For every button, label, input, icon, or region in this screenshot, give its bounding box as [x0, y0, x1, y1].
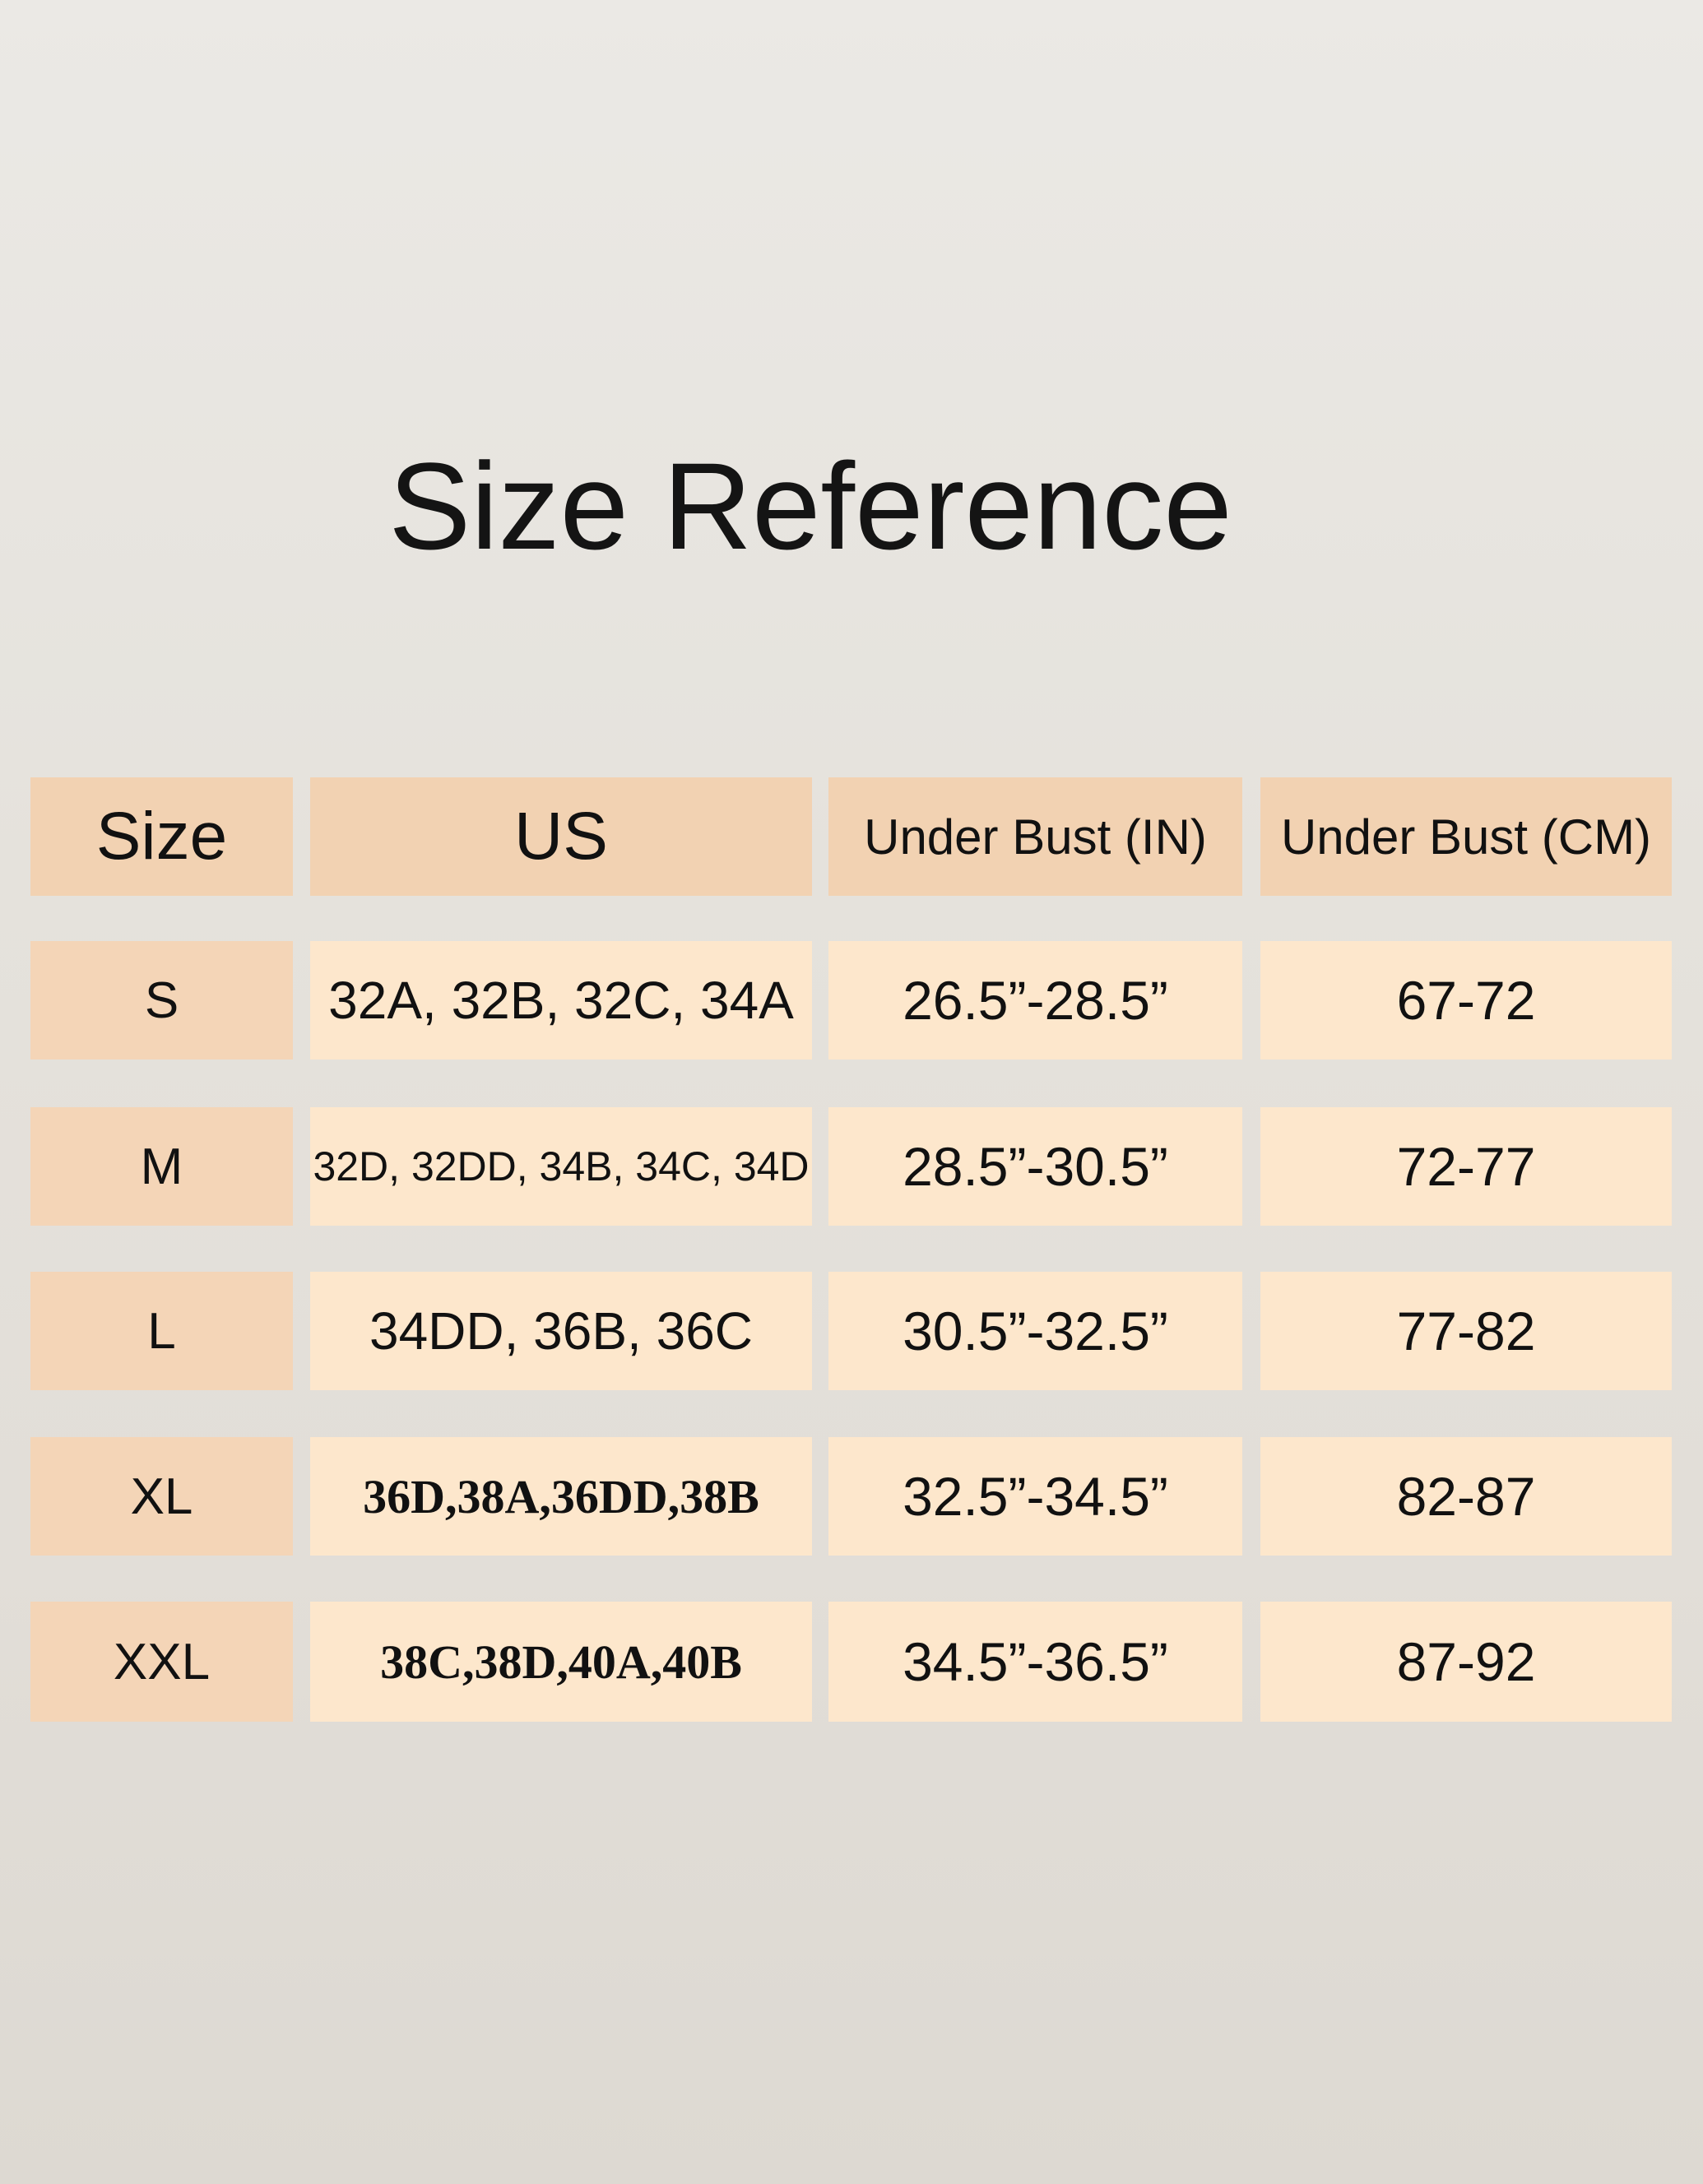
us-cell: 34DD, 36B, 36C — [310, 1272, 812, 1390]
size-cell: XXL — [30, 1602, 293, 1722]
in-cell: 32.5”-34.5” — [828, 1437, 1242, 1556]
cm-cell: 77-82 — [1260, 1272, 1672, 1390]
us-cell: 38C,38D,40A,40B — [310, 1602, 812, 1722]
us-cell: 36D,38A,36DD,38B — [310, 1437, 812, 1556]
cm-cell: 72-77 — [1260, 1107, 1672, 1226]
header-us: US — [310, 777, 812, 896]
size-cell: M — [30, 1107, 293, 1226]
size-cell: L — [30, 1272, 293, 1390]
page-title: Size Reference — [388, 437, 1232, 575]
us-cell: 32A, 32B, 32C, 34A — [310, 941, 812, 1060]
in-cell: 26.5”-28.5” — [828, 941, 1242, 1060]
size-cell: XL — [30, 1437, 293, 1556]
cm-cell: 82-87 — [1260, 1437, 1672, 1556]
size-cell: S — [30, 941, 293, 1060]
us-cell: 32D, 32DD, 34B, 34C, 34D — [310, 1107, 812, 1226]
cm-cell: 67-72 — [1260, 941, 1672, 1060]
in-cell: 28.5”-30.5” — [828, 1107, 1242, 1226]
header-under-bust-in: Under Bust (IN) — [828, 777, 1242, 896]
in-cell: 30.5”-32.5” — [828, 1272, 1242, 1390]
cm-cell: 87-92 — [1260, 1602, 1672, 1722]
header-size: Size — [30, 777, 293, 896]
in-cell: 34.5”-36.5” — [828, 1602, 1242, 1722]
header-under-bust-cm: Under Bust (CM) — [1260, 777, 1672, 896]
